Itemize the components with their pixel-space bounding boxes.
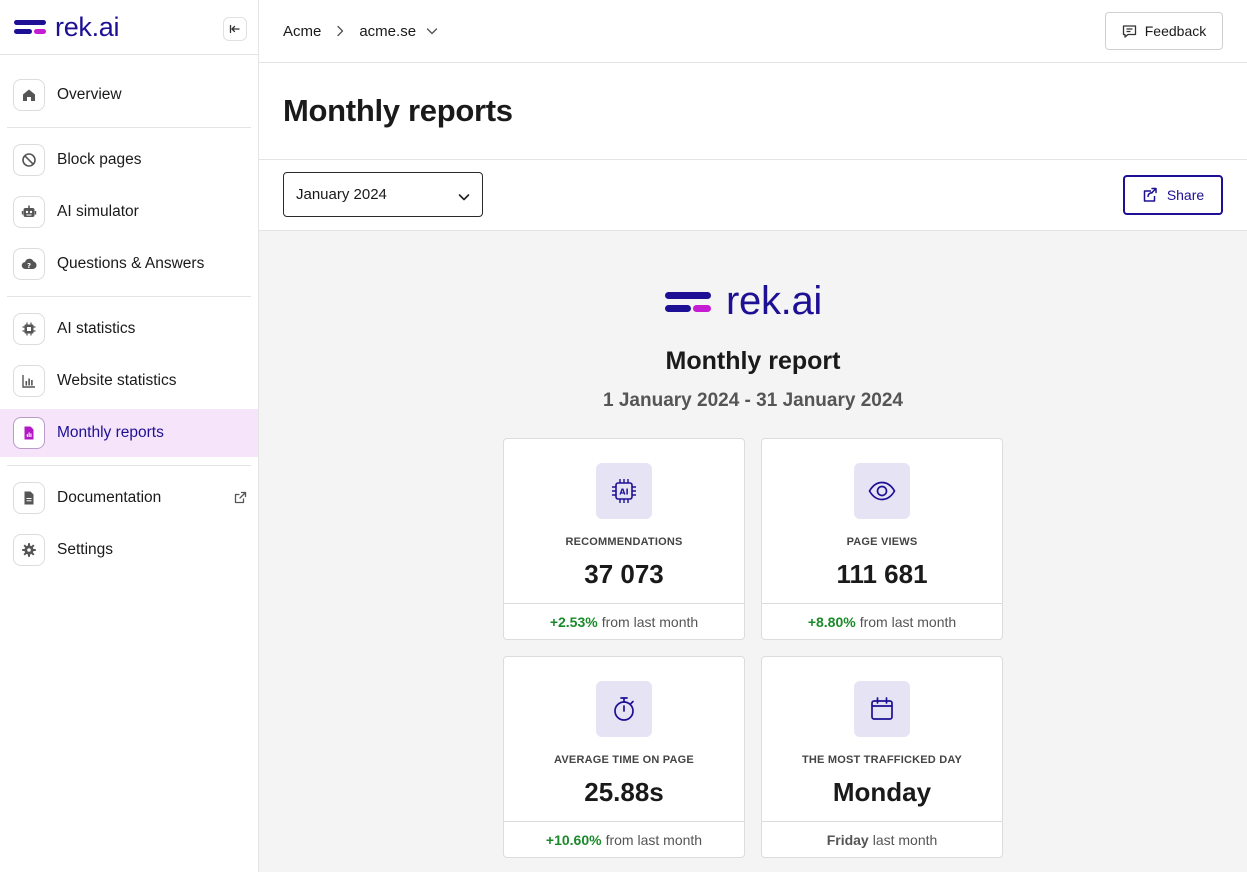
report-logo: rek.ai (665, 279, 822, 324)
kpi-label: PAGE VIEWS (846, 536, 918, 548)
kpi-card-page-views: PAGE VIEWS 111 681 +8.80% from last mont… (761, 438, 1003, 640)
logo-mark-icon (14, 18, 46, 36)
feedback-button[interactable]: Feedback (1105, 12, 1223, 50)
kpi-value: 111 681 (836, 559, 928, 589)
sidebar-item-ai-simulator[interactable]: AI simulator (0, 188, 258, 236)
sidebar-item-questions-answers[interactable]: ? Questions & Answers (0, 240, 258, 288)
collapse-left-icon (229, 24, 240, 34)
kpi-previous-day: Friday (826, 832, 869, 848)
sidebar-item-ai-statistics[interactable]: AI statistics (0, 305, 258, 353)
home-icon (13, 79, 45, 111)
kpi-card-most-trafficked-day: THE MOST TRAFFICKED DAY Monday Friday la… (761, 656, 1003, 858)
stopwatch-icon (596, 681, 652, 737)
document-icon (13, 482, 45, 514)
divider (7, 127, 251, 128)
external-link-icon (234, 491, 247, 509)
cloud-question-icon: ? (13, 248, 45, 280)
sidebar-item-label: Settings (57, 541, 114, 558)
kpi-delta: +8.80% (807, 614, 856, 630)
breadcrumb-org[interactable]: Acme (283, 22, 322, 40)
report-date-range: 1 January 2024 - 31 January 2024 (603, 390, 903, 411)
share-label: Share (1166, 187, 1205, 203)
logo-mark-icon (665, 289, 711, 315)
page-title: Monthly reports (283, 93, 513, 128)
month-select-value: January 2024 (296, 186, 387, 203)
chevron-down-icon (458, 189, 470, 206)
kpi-card-recommendations: AI RECOMMENDATIONS 37 073 +2.53% from la… (503, 438, 745, 640)
breadcrumb-site[interactable]: acme.se (359, 22, 417, 40)
logo-text: rek.ai (55, 11, 120, 42)
block-icon (13, 144, 45, 176)
sidebar-item-label: AI simulator (57, 203, 139, 220)
kpi-label: AVERAGE TIME ON PAGE (554, 754, 694, 766)
report-logo-text: rek.ai (726, 279, 823, 323)
kpi-card-average-time: AVERAGE TIME ON PAGE 25.88s +10.60% from… (503, 656, 745, 858)
kpi-value: 25.88s (584, 777, 664, 807)
report-title: Monthly report (665, 347, 841, 375)
kpi-footer: +10.60% from last month (504, 821, 744, 858)
svg-text:AI: AI (619, 488, 628, 497)
sidebar-item-label: AI statistics (57, 320, 136, 337)
kpi-value: Monday (832, 777, 932, 807)
kpi-delta: +2.53% (549, 614, 598, 630)
app-logo[interactable]: rek.ai (14, 11, 120, 43)
divider (7, 465, 251, 466)
feedback-icon (1122, 24, 1136, 38)
report-panel: rek.ai Monthly report 1 January 2024 - 3… (259, 231, 1247, 872)
feedback-label: Feedback (1144, 23, 1207, 39)
sidebar-item-website-statistics[interactable]: Website statistics (0, 357, 258, 405)
kpi-delta-suffix: last month (872, 832, 938, 848)
share-button[interactable]: Share (1123, 175, 1223, 215)
sidebar-item-monthly-reports[interactable]: Monthly reports (0, 409, 258, 457)
report-file-icon (13, 417, 45, 449)
sidebar-item-overview[interactable]: Overview (0, 71, 258, 119)
chip-icon (13, 313, 45, 345)
kpi-footer: +8.80% from last month (762, 603, 1002, 640)
top-bar: Acme acme.se Feedback (259, 0, 1247, 63)
sidebar-item-label: Overview (57, 86, 122, 103)
sidebar-item-label: Questions & Answers (57, 255, 205, 272)
kpi-value: 37 073 (584, 559, 664, 589)
filter-row: January 2024 Share (259, 160, 1247, 231)
kpi-label: THE MOST TRAFFICKED DAY (801, 754, 963, 766)
chevron-right-icon (335, 25, 345, 37)
kpi-footer: +2.53% from last month (504, 603, 744, 640)
share-icon (1143, 187, 1157, 202)
ai-chip-icon: AI (596, 463, 652, 519)
sidebar-header: rek.ai (0, 0, 258, 55)
bar-chart-icon (13, 365, 45, 397)
sidebar-item-documentation[interactable]: Documentation (0, 474, 258, 522)
gear-icon (13, 534, 45, 566)
svg-text:?: ? (27, 262, 31, 270)
sidebar-item-settings[interactable]: Settings (0, 526, 258, 574)
page-title-row: Monthly reports (259, 63, 1247, 160)
kpi-delta-suffix: from last month (605, 832, 703, 848)
kpi-delta: +10.60% (545, 832, 602, 848)
sidebar-item-block-pages[interactable]: Block pages (0, 136, 258, 184)
calendar-icon (854, 681, 910, 737)
sidebar-item-label: Block pages (57, 151, 142, 168)
kpi-label: RECOMMENDATIONS (565, 536, 683, 548)
month-select[interactable]: January 2024 (283, 172, 483, 217)
sidebar-item-label: Website statistics (57, 372, 177, 389)
kpi-delta-suffix: from last month (859, 614, 957, 630)
robot-icon (13, 196, 45, 228)
kpi-footer: Friday last month (762, 821, 1002, 858)
sidebar-item-label: Documentation (57, 489, 162, 506)
divider (7, 296, 251, 297)
chevron-down-icon[interactable] (426, 26, 438, 36)
eye-icon (854, 463, 910, 519)
sidebar: rek.ai Overview Block pages AI simulator (0, 0, 259, 872)
kpi-delta-suffix: from last month (601, 614, 699, 630)
sidebar-nav: Overview Block pages AI simulator ? Ques… (0, 55, 258, 574)
sidebar-item-label: Monthly reports (57, 424, 164, 441)
collapse-sidebar-button[interactable] (223, 17, 247, 41)
